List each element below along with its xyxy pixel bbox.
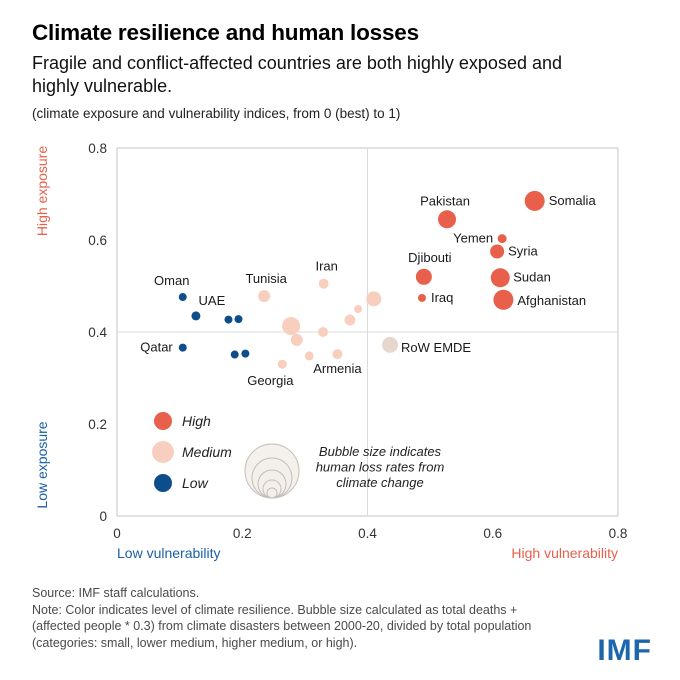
source-note: Source: IMF staff calculations.: [32, 586, 200, 600]
chart-units-note: (climate exposure and vulnerability indi…: [32, 106, 401, 122]
chart-header: Climate resilience and human losses Frag…: [32, 20, 638, 121]
axis-ticks: 0 0.2 0.4 0.6 0.8 0 0.2 0.4 0.6 0.8: [88, 141, 627, 541]
bubble-unlabeled-medium-3: [304, 351, 314, 361]
label-djibouti: Djibouti: [408, 250, 451, 265]
xlabel-low-vulnerability: Low vulnerability: [117, 545, 221, 561]
legend-label-high: High: [182, 413, 211, 429]
x-tick-0.4: 0.4: [358, 526, 377, 541]
legend-swatch-low: [154, 474, 172, 492]
y-tick-0.6: 0.6: [88, 233, 107, 248]
color-legend: High Medium Low: [152, 412, 232, 492]
label-armenia: Armenia: [313, 361, 362, 376]
imf-logo: IMF: [597, 634, 652, 667]
legend-label-medium: Medium: [182, 444, 232, 460]
label-pakistan: Pakistan: [420, 193, 470, 208]
bubble-unlabeled-low-2: [234, 315, 243, 324]
page-title: Climate resilience and human losses: [32, 20, 419, 45]
size-legend-note-line: climate change: [336, 475, 423, 490]
bubble-uae: [191, 311, 201, 321]
label-somalia: Somalia: [549, 193, 597, 208]
label-oman: Oman: [154, 273, 189, 288]
bubble-row-emde: [382, 336, 399, 353]
bubble-sudan: [490, 268, 510, 288]
y-tick-0: 0: [99, 509, 107, 524]
bubble-unlabeled-medium-2: [290, 333, 303, 346]
bubble-qatar: [178, 343, 187, 352]
legend-swatch-high: [154, 412, 172, 430]
x-tick-0: 0: [113, 526, 121, 541]
plot-axes: [116, 147, 619, 517]
y-tick-0.8: 0.8: [88, 141, 107, 156]
label-iran: Iran: [315, 259, 337, 274]
chart-footer: Source: IMF staff calculations. Note: Co…: [32, 585, 566, 652]
label-tunisia: Tunisia: [245, 271, 287, 286]
bubble-unlabeled-low-4: [241, 349, 250, 358]
bubble-yemen: [497, 234, 507, 244]
label-iraq: Iraq: [431, 290, 453, 305]
ylabel-low-exposure: Low exposure: [34, 421, 50, 508]
ylabel-high-exposure: High exposure: [34, 146, 50, 236]
size-legend-note-line: human loss rates from: [316, 460, 445, 475]
bubble-unlabeled-medium-6: [354, 305, 363, 313]
bubble-georgia: [277, 359, 287, 369]
bubbles: [178, 190, 545, 369]
legend-label-low: Low: [182, 475, 209, 491]
country-labels: Pakistan Somalia Yemen Syria Djibouti Sudan Ir…: [140, 193, 596, 388]
label-row-emde: RoW EMDE: [401, 340, 471, 355]
bubble-unlabeled-medium-4: [318, 327, 329, 337]
bubble-pakistan: [438, 210, 457, 229]
bubble-oman: [178, 293, 187, 302]
size-legend-note-line: Bubble size indicates: [319, 444, 442, 459]
size-legend-circle: [266, 487, 278, 499]
axis-labels: High exposure Low exposure Low vulnerabili…: [34, 146, 618, 561]
bubble-unlabeled-low-3: [230, 350, 239, 359]
label-afghanistan: Afghanistan: [517, 293, 586, 308]
xlabel-high-vulnerability: High vulnerability: [511, 545, 618, 561]
legend-swatch-medium: [152, 441, 174, 463]
bubble-somalia: [524, 190, 545, 211]
bubble-djibouti: [415, 268, 432, 285]
bubble-iraq: [417, 293, 426, 302]
chart-subtitle: Fragile and conflict-affected countries …: [32, 53, 562, 97]
x-tick-0.2: 0.2: [233, 526, 252, 541]
y-tick-0.4: 0.4: [88, 325, 107, 340]
method-note: Note: Color indicates level of climate r…: [32, 602, 532, 650]
bubble-afghanistan: [493, 289, 514, 310]
bubble-armenia: [332, 349, 343, 360]
x-tick-0.6: 0.6: [483, 526, 502, 541]
bubble-unlabeled-medium-5: [344, 314, 356, 326]
label-syria: Syria: [508, 244, 538, 259]
bubble-tunisia: [258, 290, 271, 303]
label-uae: UAE: [199, 293, 226, 308]
bubble-syria: [490, 244, 505, 259]
label-yemen: Yemen: [453, 231, 493, 246]
bubble-unlabeled-medium-1: [282, 317, 301, 336]
bubble-unlabeled-medium-7: [366, 291, 382, 307]
y-tick-0.2: 0.2: [88, 417, 107, 432]
x-tick-0.8: 0.8: [609, 526, 628, 541]
bubble-unlabeled-low-1: [224, 315, 233, 324]
label-qatar: Qatar: [140, 340, 173, 355]
bubble-iran: [318, 278, 329, 289]
label-georgia: Georgia: [247, 373, 294, 388]
label-sudan: Sudan: [513, 270, 551, 285]
